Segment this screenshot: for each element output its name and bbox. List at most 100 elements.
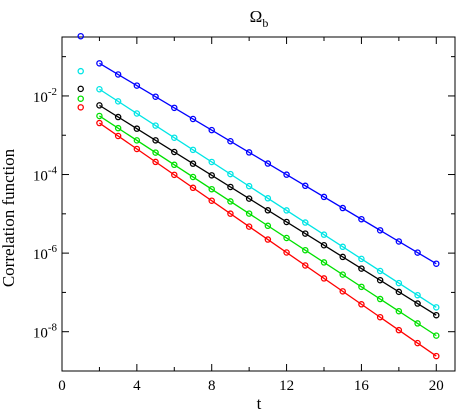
series-0-point <box>358 215 365 223</box>
series-2-point <box>376 276 384 284</box>
series-4-point <box>433 352 440 360</box>
series-2-point <box>77 85 84 93</box>
y-tick-label: 10-2 <box>33 86 57 106</box>
series-4-point <box>77 104 84 111</box>
series-1-point <box>376 267 384 275</box>
series-2-point <box>339 253 346 261</box>
x-tick-label: 4 <box>133 378 141 394</box>
y-axis-label: Correlation function <box>0 148 18 287</box>
series-2-point <box>133 125 141 132</box>
series-1-point <box>283 207 290 214</box>
series-3-point <box>171 161 178 169</box>
series-2-point <box>302 230 309 237</box>
series-1-point <box>395 279 403 287</box>
series-3-point <box>208 185 215 193</box>
series-4-point <box>152 158 159 166</box>
series-1-point <box>339 243 346 251</box>
series-2-point <box>171 148 178 156</box>
series-1-point <box>133 110 141 117</box>
series-0-point <box>96 60 103 67</box>
series-2-point <box>358 265 365 272</box>
series-0-point <box>376 227 384 234</box>
series-3-point <box>414 320 421 327</box>
series-1-point <box>77 67 84 75</box>
series-0-point <box>171 104 178 112</box>
series-0-point <box>152 93 159 100</box>
series-0-point <box>133 82 141 89</box>
series-4-fit-line <box>99 122 437 357</box>
series-0-point <box>339 204 346 212</box>
series-3-point <box>77 95 84 102</box>
series-1-point <box>245 182 253 190</box>
series-1-point <box>302 219 309 226</box>
series-1-point <box>114 98 122 105</box>
series-3-fit-line <box>99 115 437 337</box>
series-1-point <box>171 134 178 141</box>
series-4-point <box>171 171 178 179</box>
series-4-point <box>414 339 421 347</box>
series-2-point <box>264 207 272 214</box>
x-tick-label: 0 <box>58 378 66 394</box>
series-0-point <box>414 249 421 256</box>
x-tick-label: 20 <box>429 378 444 394</box>
series-0-point <box>320 193 328 201</box>
series-3-point <box>433 332 440 339</box>
series-2-point <box>395 288 403 296</box>
series-3-point <box>320 259 328 266</box>
series-3-point <box>96 112 103 120</box>
y-tick-label: 10-4 <box>33 165 58 185</box>
series-4-point <box>320 275 328 282</box>
series-4-point <box>245 223 253 230</box>
series-4-point <box>96 119 103 127</box>
series-0-point <box>283 171 290 178</box>
series-1-point <box>189 146 197 154</box>
x-axis-label: t <box>257 394 262 412</box>
series-2-point <box>96 102 103 109</box>
series-4-point <box>133 145 141 153</box>
series-3-point <box>358 283 365 291</box>
series-4-point <box>376 313 384 321</box>
y-tick-label: 10-6 <box>33 243 58 263</box>
series-3-point <box>133 137 141 144</box>
series-4-point <box>208 197 215 204</box>
series-3-point <box>227 198 234 205</box>
series-3-point <box>245 210 253 217</box>
series-2-point <box>283 218 290 226</box>
series-1-fit-line <box>99 88 437 308</box>
series-4-point <box>227 210 234 217</box>
series-2-point <box>208 172 215 179</box>
series-0-point <box>245 149 253 156</box>
series-3-point <box>152 149 159 156</box>
series-0-point <box>77 32 84 40</box>
series-4-point <box>114 132 122 140</box>
series-3-point <box>283 234 290 242</box>
series-2-point <box>245 195 253 202</box>
series-1-point <box>208 158 215 166</box>
series-4-point <box>189 184 197 192</box>
series-2-point <box>227 183 234 191</box>
series-1-point <box>96 86 103 93</box>
series-0-point <box>264 160 272 167</box>
series-4-point <box>339 288 346 295</box>
plot-area: 0 4 8 12 16 20 10-2 10-4 10-6 10-8 <box>33 32 456 394</box>
series-1-point <box>264 195 272 202</box>
series-4-point <box>395 326 403 334</box>
series-0-point <box>395 238 403 245</box>
x-tick-label: 8 <box>208 378 216 394</box>
series-3-point <box>114 124 122 132</box>
series-0-point <box>114 71 122 78</box>
series-0-point <box>208 126 215 134</box>
x-tick-label: 12 <box>279 378 294 394</box>
series-1-point <box>227 170 234 178</box>
series-1-point <box>433 304 440 311</box>
series-3-point <box>395 307 403 315</box>
x-tick-label: 16 <box>354 378 370 394</box>
chart-title: Ωb <box>250 7 269 30</box>
series-0-point <box>433 260 440 267</box>
series-1-point <box>152 122 159 129</box>
series-3-point <box>376 295 384 303</box>
series-2-point <box>433 311 440 319</box>
series-4-point <box>358 301 365 308</box>
series-0-fit-line <box>99 62 437 265</box>
